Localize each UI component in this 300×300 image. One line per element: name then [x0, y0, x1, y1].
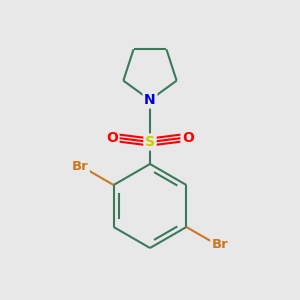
Text: O: O — [106, 131, 118, 145]
Text: O: O — [182, 131, 194, 145]
Text: Br: Br — [212, 238, 229, 251]
Text: Br: Br — [71, 160, 88, 173]
Text: N: N — [144, 93, 156, 107]
Text: S: S — [145, 135, 155, 149]
